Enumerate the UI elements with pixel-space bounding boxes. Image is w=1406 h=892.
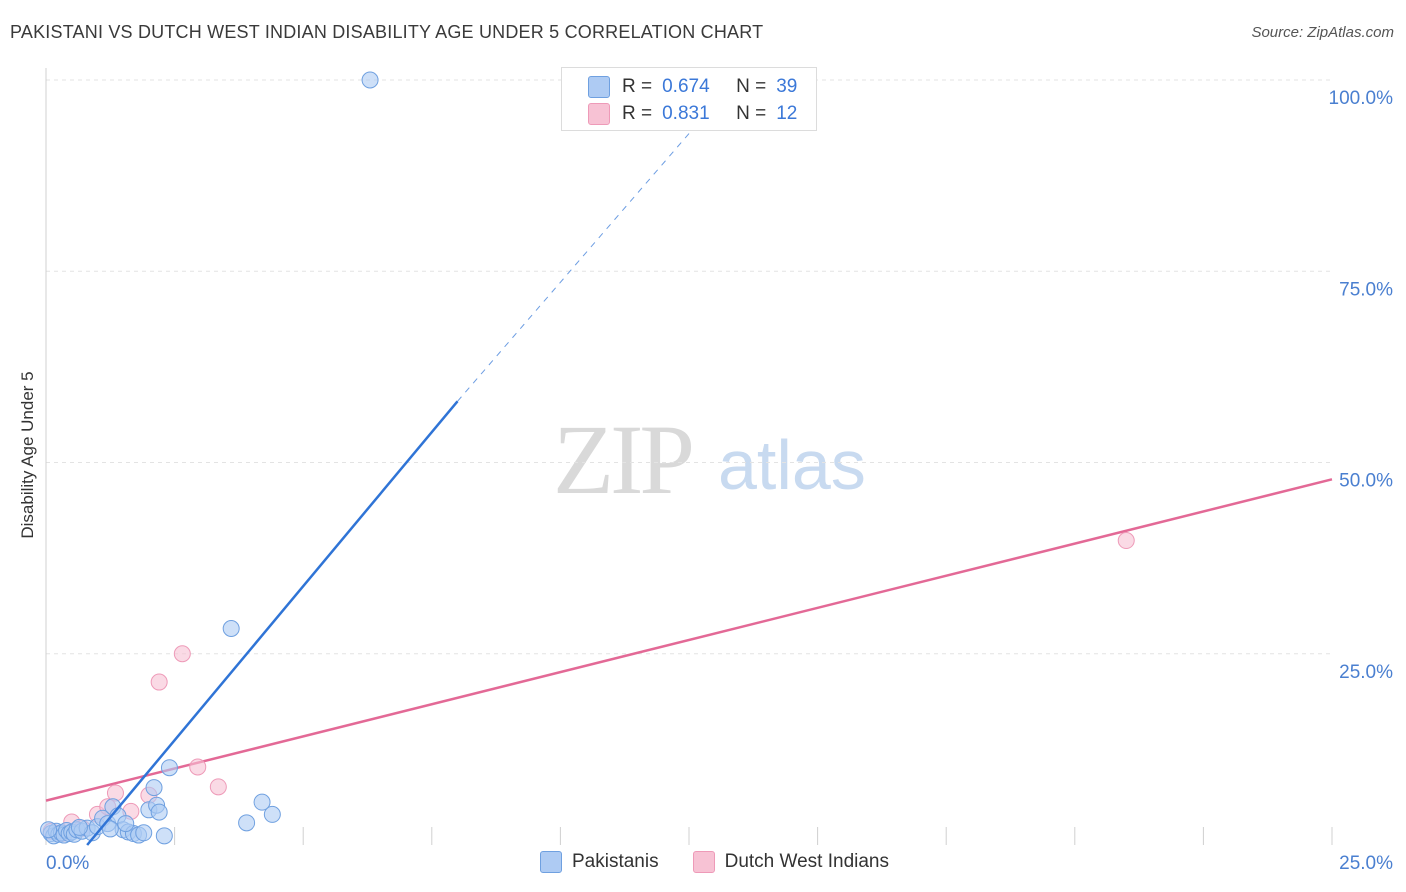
r-value: 0.831 bbox=[662, 103, 710, 124]
dutch-point bbox=[189, 758, 207, 776]
n-value: 12 bbox=[776, 103, 798, 124]
dutch-west-indians-swatch bbox=[692, 851, 715, 873]
correlation-legend: R = 0.674 N = 39 R = 0.831 N = 12 bbox=[561, 67, 817, 131]
source-label: Source: ZipAtlas.com bbox=[1251, 24, 1394, 41]
x-tick-label: 25.0% bbox=[1339, 853, 1393, 874]
pakistani-point bbox=[70, 818, 88, 836]
legend-label-dutch-west-indians: Dutch West Indians bbox=[724, 851, 890, 872]
chart-title: PAKISTANI VS DUTCH WEST INDIAN DISABILIT… bbox=[10, 22, 764, 42]
n-label: N = bbox=[736, 76, 767, 97]
r-label: R = bbox=[622, 103, 653, 124]
pakistani-trend-line bbox=[86, 400, 459, 846]
pakistani-point bbox=[101, 820, 119, 838]
pakistani-point bbox=[222, 620, 240, 638]
x-tick-label: 0.0% bbox=[46, 853, 89, 874]
pakistani-trend-extension bbox=[457, 133, 690, 402]
n-value: 39 bbox=[776, 76, 798, 97]
dutch-swatch bbox=[588, 103, 610, 125]
legend-item-dutch-west-indians[interactable]: Dutch West Indians bbox=[692, 851, 890, 873]
pakistani-point bbox=[263, 805, 281, 823]
dutch-point bbox=[173, 645, 191, 663]
legend-row-pakistani: R = 0.674 N = 39 bbox=[588, 76, 797, 98]
pakistani-point bbox=[145, 779, 163, 797]
dutch-point bbox=[1117, 532, 1135, 550]
pakistani-point bbox=[238, 814, 256, 832]
pakistanis-swatch bbox=[540, 851, 562, 873]
y-tick-label: 50.0% bbox=[1339, 471, 1393, 492]
legend-label-pakistanis: Pakistanis bbox=[572, 851, 659, 872]
y-tick-label: 75.0% bbox=[1339, 279, 1393, 300]
pakistani-point bbox=[253, 793, 271, 811]
dutch-trend-line bbox=[45, 478, 1333, 802]
n-label: N = bbox=[736, 103, 767, 124]
pakistani-point bbox=[150, 803, 168, 821]
dutch-point bbox=[150, 673, 168, 691]
pakistani-point bbox=[40, 821, 58, 839]
bottom-legend: Pakistanis Dutch West Indians bbox=[540, 851, 889, 873]
y-tick-label: 100.0% bbox=[1329, 88, 1394, 109]
y-tick-label: 25.0% bbox=[1339, 662, 1393, 683]
watermark-zip: ZIP bbox=[553, 404, 695, 515]
r-value: 0.674 bbox=[662, 76, 710, 97]
pakistani-point bbox=[361, 71, 379, 89]
legend-row-dutch: R = 0.831 N = 12 bbox=[588, 103, 797, 125]
pakistani-point bbox=[160, 759, 178, 777]
watermark-atlas: atlas bbox=[718, 426, 866, 504]
dutch-point bbox=[209, 778, 227, 796]
pakistani-point bbox=[155, 827, 173, 845]
dutch-point bbox=[106, 784, 124, 802]
legend-item-pakistanis[interactable]: Pakistanis bbox=[540, 851, 659, 873]
pakistani-swatch bbox=[588, 76, 610, 98]
pakistani-point bbox=[135, 824, 153, 842]
pakistani-point bbox=[117, 815, 135, 833]
r-label: R = bbox=[622, 76, 653, 97]
